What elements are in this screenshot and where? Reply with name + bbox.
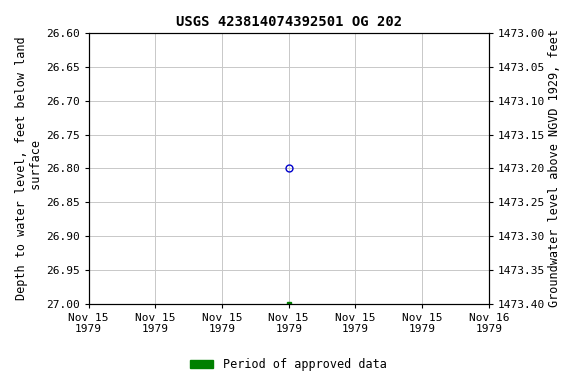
- Legend: Period of approved data: Period of approved data: [185, 354, 391, 376]
- Y-axis label: Depth to water level, feet below land
 surface: Depth to water level, feet below land su…: [15, 36, 43, 300]
- Y-axis label: Groundwater level above NGVD 1929, feet: Groundwater level above NGVD 1929, feet: [548, 30, 561, 307]
- Title: USGS 423814074392501 OG 202: USGS 423814074392501 OG 202: [176, 15, 402, 29]
